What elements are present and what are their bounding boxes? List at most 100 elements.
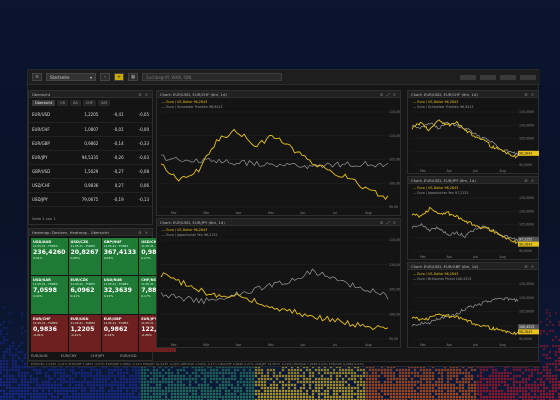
value: 1,0807	[66, 122, 101, 136]
panel-controls-icon[interactable]: ⚙ ✕	[524, 178, 535, 183]
tile-value: 1,2205	[71, 326, 99, 333]
menu-icon[interactable]: ≡	[32, 73, 42, 81]
tile-time: 11.05.21 - FOREX	[71, 282, 99, 286]
legend-entry[interactable]: — Euro / Japanischer Yen 96,2152	[162, 233, 218, 238]
tile-time: 11.05.21 - FOREX	[33, 321, 66, 325]
legend-entry[interactable]: — Euro / Schweizer Franken 96,9413	[162, 105, 223, 110]
heatmap-tile[interactable]: EUR/CHF 11.05.21 - FOREX 0,9836 -0,01%	[31, 315, 68, 352]
chart-panel-right-2[interactable]: Chart: EUR/USD, EUR/JPY (6m, 1d) ⚙ ✕ 115,…	[407, 176, 539, 260]
value: 1,2205	[66, 108, 101, 122]
heatmap-tile[interactable]: USD/RUB 11.05.21 - FOREX 32,3639 0,12%	[102, 276, 139, 313]
heatmap-bottom-label[interactable]: EUR/USD	[120, 354, 150, 358]
chart-canvas[interactable]: 115,00 110,00 105,00 100,00 95,00 Feb Mär Apr Ma…	[157, 98, 402, 216]
change: -0,27	[101, 164, 126, 178]
heatmap-bottom-label[interactable]: EUR/CNY	[61, 354, 91, 358]
table-row[interactable]: EUR/CHF 1,0807 -0,01 -0,00	[29, 122, 152, 136]
tile-change: 0,41%	[71, 294, 99, 298]
pair-name: EUR/USD	[29, 108, 66, 122]
table-row[interactable]: EUR/GBP 0,9862 -0,14 -0,33	[29, 136, 152, 150]
x-tick-label: Jul	[332, 343, 337, 347]
overview-tab[interactable]: ASI	[98, 100, 110, 106]
change: 0,27	[101, 178, 126, 192]
x-tick-label: Apr	[236, 343, 242, 347]
y-tick-label: 105,00	[389, 158, 400, 162]
search-input[interactable]: Suchbegriff, WKN, ISIN	[142, 73, 282, 81]
tile-value: 236,4260	[33, 249, 66, 256]
panel-controls-icon[interactable]: ⚙ ✕	[138, 230, 149, 235]
change: -0,41	[101, 108, 126, 122]
panel-controls-icon[interactable]: ⚙ ✕	[524, 92, 535, 97]
add-button[interactable]: +	[114, 73, 124, 81]
toolbar-right-button-4[interactable]	[520, 75, 536, 80]
tile-time: 11.05.21 - FOREX	[33, 244, 66, 248]
tile-time: 11.05.21 - FOREX	[71, 321, 99, 325]
tile-change: -0,14%	[104, 333, 137, 337]
chart-canvas[interactable]: 115,00 110,00 105,00 100,00 95,00 Feb Mär Apr Ma…	[157, 226, 402, 348]
heatmap-tile[interactable]: EUR/GBP 11.05.21 - FOREX 0,9862 -0,14%	[102, 315, 139, 352]
x-tick-label: Aug	[499, 169, 505, 173]
back-button[interactable]: ‹	[100, 73, 110, 81]
value: 94,5335	[66, 150, 101, 164]
pagination[interactable]: Seite 1 von 1	[32, 217, 56, 221]
x-tick-label: Feb	[171, 211, 177, 215]
legend-entry[interactable]: — Euro / Japanischer Yen 97,2152	[413, 191, 469, 196]
chart-panel-bottom[interactable]: Chart: EUR/USD, EUR/JPY (6m, 1d) ⚙ ⤢ ✕ 11…	[156, 218, 401, 348]
chart-title-bar: Chart: EUR/USD, EUR/GBP (6m, 1d) ⚙ ✕	[408, 263, 538, 270]
heatmap-bottom-label[interactable]: EUR/AUD	[31, 354, 61, 358]
chart-canvas[interactable]: 115,0000110,0000105,0000100,000095,0000F…	[408, 184, 540, 260]
toolbar-right-button-2[interactable]	[480, 75, 496, 80]
overview-tab[interactable]: US	[57, 100, 68, 106]
x-tick-label: Jul	[332, 211, 337, 215]
price-tag-label: 96,2843	[519, 152, 532, 156]
panel-controls-icon[interactable]: ⚙ ⤢ ✕	[380, 220, 397, 225]
table-row[interactable]: EUR/USD 1,2205 -0,41 -0,05	[29, 108, 152, 122]
y-tick-label: 100,00	[389, 181, 400, 185]
toolbar-right-button-3[interactable]	[500, 75, 516, 80]
overview-tab[interactable]: CHF	[83, 100, 96, 106]
y-tick-label: 95,0000	[519, 337, 532, 341]
heatmap-tile[interactable]: USD/SAR 11.05.21 - FOREX 7,0598 0,04%	[31, 276, 68, 313]
chart-title: Chart: EUR/USD, EUR/JPY (6m, 1d)	[411, 178, 476, 183]
panel-controls-icon[interactable]: ⚙ ⤢ ✕	[380, 92, 397, 97]
overview-tab[interactable]: AS	[70, 100, 81, 106]
change-pct: -0,05	[127, 108, 152, 122]
tile-time: 11.05.21 - FOREX	[104, 282, 137, 286]
layout-button[interactable]: ▦	[128, 73, 138, 81]
table-row[interactable]: USD/JPY 79,0675 -0,19 -0,13	[29, 192, 152, 206]
panel-controls-icon[interactable]: ⚙ ✕	[138, 92, 149, 97]
value: 1,5029	[66, 164, 101, 178]
heatmap-tile[interactable]: USD/AUD 11.05.21 - FOREX 236,4260 0,01%	[31, 238, 68, 275]
tile-change: 0,04%	[33, 294, 66, 298]
trading-workspace: ≡ Startseite ▾ ‹ + ▦ Suchbegriff, WKN, IS…	[27, 69, 539, 367]
change-pct: -0,03	[127, 150, 152, 164]
x-tick-label: Aug	[365, 343, 371, 347]
value: 79,0675	[66, 192, 101, 206]
heatmap-tile[interactable]: USD/CZK 11.05.21 - FOREX 20,8267 0,06%	[69, 238, 101, 275]
heatmap-tile[interactable]: GBP/HUF 11.05.21 - FOREX 367,4133 0,03%	[102, 238, 139, 275]
y-tick-label: 105,0000	[519, 310, 534, 314]
y-tick-label: 110,0000	[519, 209, 534, 213]
table-row[interactable]: EUR/JPY 94,5335 -0,26 -0,03	[29, 150, 152, 164]
legend-entry[interactable]: — Euro / Schweizer Franken 96,9413	[413, 105, 474, 110]
chart-panel-right-3[interactable]: Chart: EUR/USD, EUR/GBP (6m, 1d) ⚙ ✕ 115,…	[407, 262, 539, 348]
chart-title-bar: Chart: EUR/USD, EUR/CHF (6m, 1d) ⚙ ⤢ ✕	[157, 91, 400, 98]
legend-entry[interactable]: — Euro / Britisches Pfund 100,4313	[413, 277, 471, 282]
heatmap-tile[interactable]: EUR/CZK 11.05.21 - FOREX 6,0962 0,41%	[69, 276, 101, 313]
overview-tab[interactable]: Übersicht	[32, 100, 55, 106]
chart-panel-right-1[interactable]: Chart: EUR/USD, EUR/CHF (6m, 1d) ⚙ ✕ 115,…	[407, 90, 539, 174]
tile-change: 0,03%	[104, 256, 137, 260]
heatmap-bottom-label[interactable]: CHF/JPY	[91, 354, 121, 358]
table-row[interactable]: USD/CHF 0,9836 0,27 0,06	[29, 178, 152, 192]
toolbar-right-button-1[interactable]	[460, 75, 476, 80]
panel-controls-icon[interactable]: ⚙ ✕	[524, 264, 535, 269]
heatmap-tile[interactable]: EUR/USD 11.05.21 - FOREX 1,2205 -0,41%	[69, 315, 101, 352]
workspace-dropdown[interactable]: Startseite ▾	[46, 73, 96, 81]
x-tick-label: Jun	[472, 343, 478, 347]
value: 0,9836	[66, 178, 101, 192]
table-row[interactable]: GBP/USD 1,5029 -0,27 -0,08	[29, 164, 152, 178]
chart-panel-main[interactable]: Chart: EUR/USD, EUR/CHF (6m, 1d) ⚙ ⤢ ✕ 11…	[156, 90, 401, 216]
chart-canvas[interactable]: 115,0000110,0000105,0000100,000095,0000F…	[408, 98, 540, 174]
x-tick-label: Jun	[472, 255, 478, 259]
chart-canvas[interactable]: 115,0000110,0000105,0000100,000095,0000F…	[408, 270, 540, 348]
overview-title: Übersicht	[32, 92, 50, 97]
